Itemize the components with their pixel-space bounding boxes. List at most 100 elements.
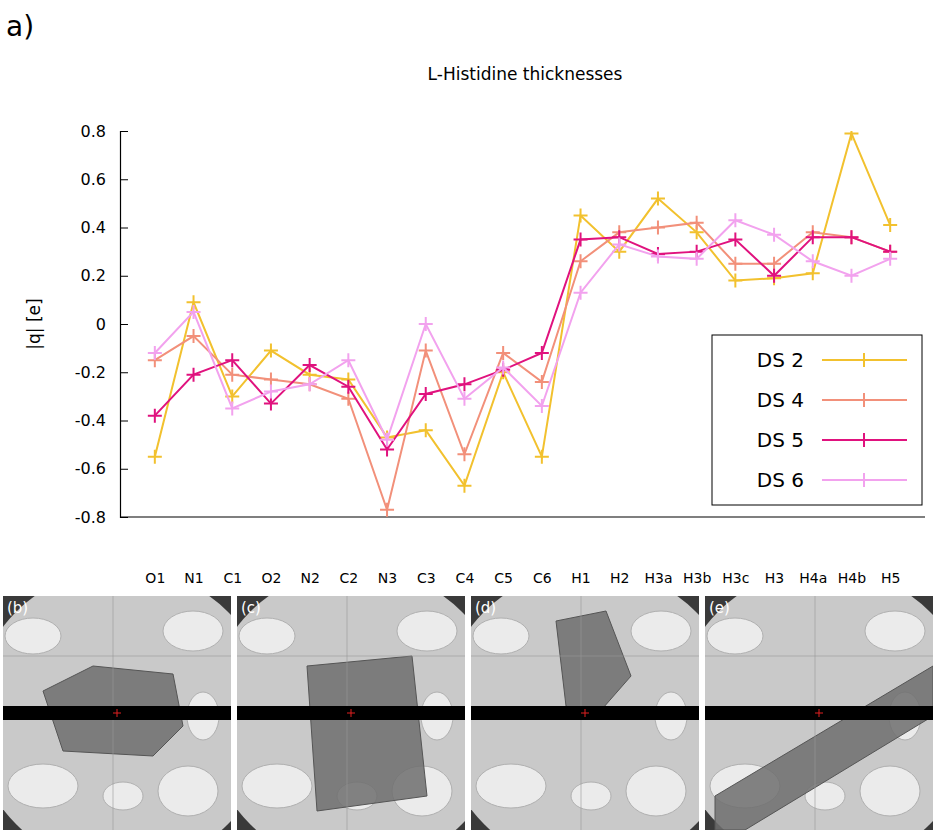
- series-point: [728, 213, 742, 227]
- series-point: [303, 358, 317, 372]
- legend-label: DS 5: [757, 428, 804, 452]
- y-tick: 0.4: [81, 218, 128, 237]
- x-tick-label: O2: [261, 570, 281, 586]
- series-line: [155, 220, 890, 440]
- y-tick: -0.6: [75, 459, 128, 478]
- x-tick-label: C3: [417, 570, 436, 586]
- y-tick: 0.2: [81, 266, 128, 285]
- series-point: [806, 254, 820, 268]
- series-point: [767, 269, 781, 283]
- x-tick: C2: [339, 517, 358, 586]
- y-tick-label: 0.6: [81, 170, 106, 189]
- y-tick-mark: [120, 372, 128, 373]
- x-tick-label: N1: [184, 570, 203, 586]
- x-tick-label: H4a: [799, 570, 827, 586]
- series-point: [651, 192, 665, 206]
- series-point: [187, 368, 201, 382]
- x-tick-label: H3c: [722, 570, 749, 586]
- series-point: [264, 397, 278, 411]
- series-point: [264, 385, 278, 399]
- y-tick-label: 0.2: [81, 266, 106, 285]
- x-tick: H5: [881, 517, 900, 586]
- series-point: [728, 233, 742, 247]
- y-tick: 0.6: [81, 170, 128, 189]
- series-point: [767, 257, 781, 271]
- panel-label: (c): [241, 599, 261, 617]
- series-point: [535, 450, 549, 464]
- x-tick: C5: [494, 517, 513, 586]
- x-tick-label: C1: [223, 570, 242, 586]
- series-point: [148, 450, 162, 464]
- y-tick-label: 0: [96, 315, 106, 334]
- x-tick: O1: [145, 517, 165, 586]
- micrograph: (c): [206, 568, 506, 833]
- y-tick-mark: [120, 324, 128, 325]
- series-point: [457, 479, 471, 493]
- series-point: [380, 503, 394, 517]
- series-point: [187, 329, 201, 343]
- micrograph: (d): [440, 568, 740, 833]
- series-point: [535, 375, 549, 389]
- x-tick: H3: [765, 517, 784, 586]
- series-point: [419, 344, 433, 358]
- legend-label: DS 2: [757, 348, 804, 372]
- x-tick: H4a: [799, 517, 827, 586]
- y-tick-label: 0.4: [81, 218, 106, 237]
- series-point: [264, 372, 278, 386]
- series-point: [225, 401, 239, 415]
- series-point: [883, 252, 897, 266]
- x-tick-label: N3: [378, 570, 397, 586]
- y-tick-mark: [120, 228, 128, 229]
- series-point: [806, 266, 820, 280]
- series-point: [535, 346, 549, 360]
- series-point: [187, 305, 201, 319]
- series-point: [690, 216, 704, 230]
- legend-label: DS 4: [757, 388, 804, 412]
- y-tick-mark: [120, 131, 128, 132]
- series-point: [767, 228, 781, 242]
- x-axis-line: [120, 516, 925, 517]
- legend-box: [712, 335, 922, 505]
- series-point: [303, 377, 317, 391]
- y-tick: 0: [96, 315, 128, 334]
- series-point: [535, 399, 549, 413]
- x-tick-label: H2: [610, 570, 629, 586]
- x-tick-label: H3a: [644, 570, 672, 586]
- series-point: [574, 286, 588, 300]
- y-axis: -0.8-0.6-0.4-0.200.20.40.60.8: [75, 122, 128, 527]
- series-point: [148, 346, 162, 360]
- series-point: [844, 269, 858, 283]
- y-axis-line: [121, 132, 129, 518]
- x-tick: H1: [571, 517, 590, 586]
- series-point: [612, 237, 626, 251]
- series-point: [496, 360, 510, 374]
- x-tick: O2: [261, 517, 281, 586]
- legend-marker: [857, 393, 871, 407]
- legend: DS 2DS 4DS 5DS 6: [712, 335, 922, 505]
- micrograph: (e): [674, 568, 938, 833]
- series-point: [806, 230, 820, 244]
- x-tick: C3: [417, 517, 436, 586]
- legend-marker: [857, 473, 871, 487]
- y-tick-label: -0.8: [75, 508, 106, 527]
- y-tick-label: 0.8: [81, 122, 106, 141]
- series-point: [651, 221, 665, 235]
- y-tick: 0.8: [81, 122, 128, 141]
- series-point: [341, 353, 355, 367]
- series-point: [651, 249, 665, 263]
- chart-title: L-Histidine thicknesses: [428, 64, 623, 84]
- x-tick: N2: [300, 517, 319, 586]
- series-point: [419, 387, 433, 401]
- series-line: [155, 133, 890, 485]
- x-tick: C4: [456, 517, 475, 586]
- x-tick-label: H3: [765, 570, 784, 586]
- y-tick: -0.2: [75, 363, 128, 382]
- legend-marker: [857, 433, 871, 447]
- x-tick-label: O1: [145, 570, 165, 586]
- x-tick: H4b: [838, 517, 866, 586]
- x-tick: H2: [610, 517, 629, 586]
- x-tick-label: C5: [494, 570, 513, 586]
- series-point: [419, 317, 433, 331]
- micrograph: (b): [0, 568, 272, 833]
- series-point: [574, 208, 588, 222]
